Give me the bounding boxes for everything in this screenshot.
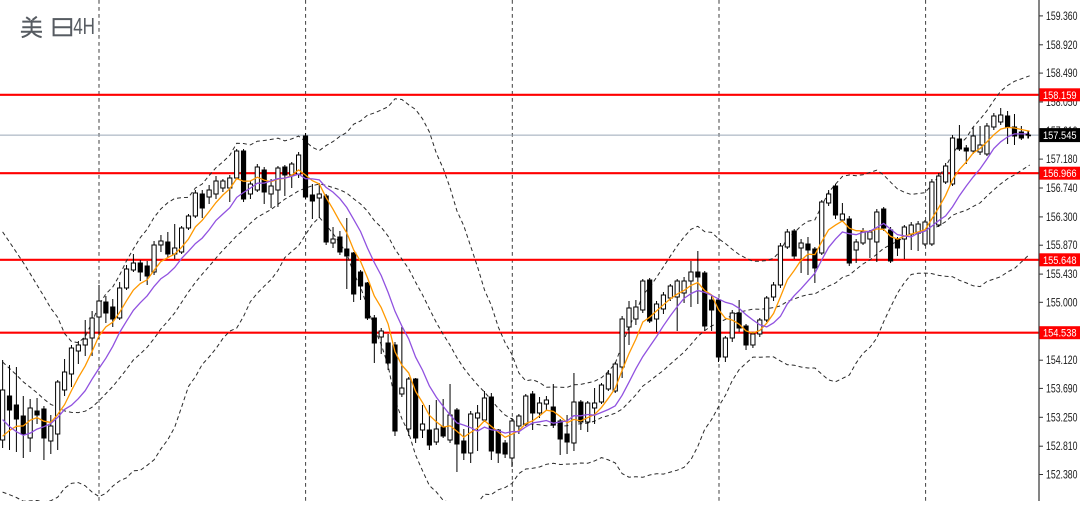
svg-text:158.490: 158.490 bbox=[1046, 66, 1078, 80]
svg-text:4H: 4H bbox=[73, 13, 95, 39]
svg-text:154.120: 154.120 bbox=[1046, 353, 1078, 367]
svg-text:155.000: 155.000 bbox=[1046, 295, 1078, 309]
svg-text:152.380: 152.380 bbox=[1046, 468, 1078, 482]
svg-text:156.300: 156.300 bbox=[1046, 210, 1078, 224]
svg-text:153.690: 153.690 bbox=[1046, 381, 1078, 395]
svg-text:156.740: 156.740 bbox=[1046, 181, 1078, 195]
svg-text:155.430: 155.430 bbox=[1046, 267, 1078, 281]
svg-text:152.810: 152.810 bbox=[1046, 439, 1078, 453]
svg-text:157.545: 157.545 bbox=[1043, 130, 1077, 142]
svg-text:154.538: 154.538 bbox=[1043, 328, 1077, 340]
svg-text:158.920: 158.920 bbox=[1046, 38, 1078, 52]
svg-text:158.159: 158.159 bbox=[1043, 90, 1077, 102]
svg-text:155.870: 155.870 bbox=[1046, 238, 1078, 252]
svg-text:159.360: 159.360 bbox=[1046, 9, 1078, 23]
svg-text:156.966: 156.966 bbox=[1043, 168, 1077, 180]
svg-text:155.648: 155.648 bbox=[1043, 255, 1077, 267]
svg-text:153.250: 153.250 bbox=[1046, 410, 1078, 424]
svg-text:157.180: 157.180 bbox=[1046, 152, 1078, 166]
